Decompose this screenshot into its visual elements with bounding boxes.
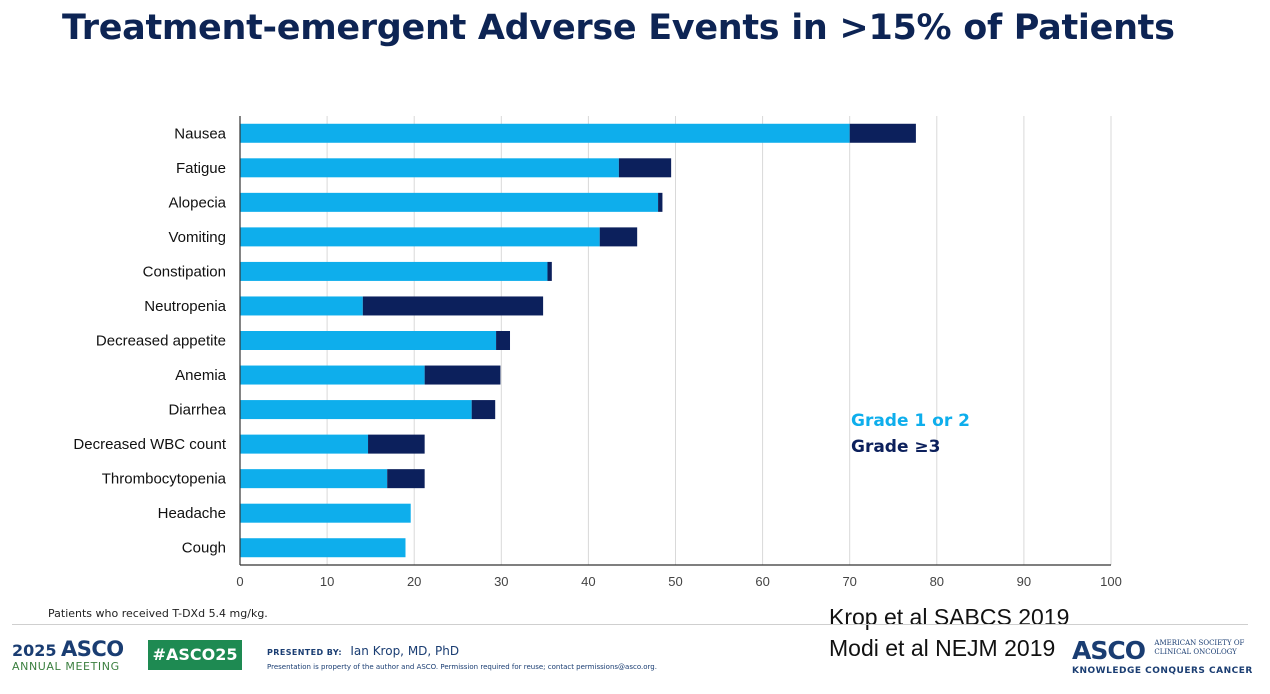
bar-fatigue-grade-3-plus — [618, 158, 672, 178]
legend-grade-3-plus: Grade ≥3 — [851, 437, 941, 457]
meeting-subtitle: ANNUAL MEETING — [12, 660, 120, 673]
bar-constipation-grade-1-2 — [240, 261, 548, 281]
x-tick-labels: 0 10 20 30 40 50 60 70 80 90 100 — [236, 574, 1121, 589]
bar-neutropenia-grade-3-plus — [362, 296, 544, 316]
category-label-headache: Headache — [158, 505, 226, 522]
slide-title: Treatment-emergent Adverse Events in >15… — [62, 8, 1175, 48]
x-tick-100: 100 — [1100, 574, 1122, 589]
x-tick-50: 50 — [668, 574, 682, 589]
reference-1: Krop et al SABCS 2019 — [829, 604, 1070, 630]
category-label-constipation: Constipation — [143, 263, 226, 280]
org-tagline: KNOWLEDGE CONQUERS CANCER — [1072, 666, 1253, 676]
category-label-anemia: Anemia — [175, 367, 227, 384]
category-label-fatigue: Fatigue — [176, 160, 226, 177]
bar-alopecia-grade-3-plus — [658, 192, 663, 212]
bar-nausea-grade-1-2 — [240, 123, 850, 143]
meeting-name: ASCO — [60, 637, 124, 661]
category-label-diarrhea: Diarrhea — [168, 402, 226, 419]
category-labels: Nausea Fatigue Alopecia Vomiting Constipatio… — [73, 125, 226, 556]
bar-vomiting-grade-3-plus — [599, 227, 638, 247]
x-tick-40: 40 — [581, 574, 595, 589]
disclaimer: Presentation is property of the author a… — [267, 663, 657, 671]
bar-diarrhea-grade-3-plus — [471, 400, 496, 420]
references: Krop et al SABCS 2019 Modi et al NEJM 20… — [829, 602, 1069, 664]
footnote: Patients who received T-DXd 5.4 mg/kg. — [48, 607, 268, 620]
bar-alopecia-grade-1-2 — [240, 192, 659, 212]
category-label-neutropenia: Neutropenia — [144, 298, 226, 315]
bar-decreased-wbc-count-grade-1-2 — [240, 434, 369, 454]
bar-vomiting-grade-1-2 — [240, 227, 600, 247]
bar-cough-grade-1-2 — [240, 538, 406, 558]
bar-neutropenia-grade-1-2 — [240, 296, 363, 316]
presented-by-label: PRESENTED BY: — [267, 648, 342, 657]
bar-headache-grade-1-2 — [240, 503, 411, 523]
bar-anemia-grade-3-plus — [424, 365, 501, 385]
x-tick-70: 70 — [842, 574, 856, 589]
presenter-name: Ian Krop, MD, PhD — [350, 644, 460, 658]
asco-annual-meeting-logo: 2025 ASCO ANNUAL MEETING — [12, 637, 124, 673]
x-tick-0: 0 — [236, 574, 243, 589]
category-label-alopecia: Alopecia — [168, 194, 226, 211]
category-label-nausea: Nausea — [174, 125, 226, 142]
legend-grade-1-2: Grade 1 or 2 — [851, 411, 970, 431]
bar-anemia-grade-1-2 — [240, 365, 425, 385]
x-tick-10: 10 — [320, 574, 334, 589]
org-name: AMERICAN SOCIETY OF CLINICAL ONCOLOGY — [1154, 639, 1244, 657]
adverse-events-chart: Nausea Fatigue Alopecia Vomiting Constipatio… — [73, 116, 1122, 589]
x-tick-20: 20 — [407, 574, 421, 589]
bar-thrombocytopenia-grade-3-plus — [387, 469, 425, 489]
bar-decreased-appetite-grade-3-plus — [496, 331, 511, 350]
bar-diarrhea-grade-1-2 — [240, 400, 472, 420]
bar-decreased-appetite-grade-1-2 — [240, 331, 497, 350]
category-label-cough: Cough — [182, 540, 226, 557]
org-name-line1: AMERICAN SOCIETY OF — [1154, 639, 1245, 647]
x-tick-60: 60 — [755, 574, 769, 589]
bar-fatigue-grade-1-2 — [240, 158, 619, 178]
asco-society-logo: ASCO AMERICAN SOCIETY OF CLINICAL ONCOLO… — [1072, 636, 1253, 676]
x-tick-80: 80 — [930, 574, 944, 589]
meeting-year: 2025 — [12, 641, 57, 660]
org-name-line2: CLINICAL ONCOLOGY — [1154, 648, 1237, 656]
org-mark: ASCO — [1072, 636, 1146, 665]
category-label-decreased-wbc-count: Decreased WBC count — [73, 436, 226, 453]
bar-constipation-grade-3-plus — [547, 261, 552, 281]
category-label-thrombocytopenia: Thrombocytopenia — [102, 471, 227, 488]
hashtag-badge: #ASCO25 — [148, 640, 242, 670]
bars — [240, 123, 916, 558]
x-tick-90: 90 — [1017, 574, 1031, 589]
bar-thrombocytopenia-grade-1-2 — [240, 469, 388, 489]
category-label-vomiting: Vomiting — [168, 229, 226, 246]
bar-decreased-wbc-count-grade-3-plus — [368, 434, 425, 454]
bar-nausea-grade-3-plus — [849, 123, 916, 143]
reference-2: Modi et al NEJM 2019 — [829, 635, 1056, 661]
footer-divider — [12, 624, 1248, 625]
presented-by: PRESENTED BY: Ian Krop, MD, PhD — [267, 642, 459, 660]
category-label-decreased-appetite: Decreased appetite — [96, 333, 226, 350]
x-tick-30: 30 — [494, 574, 508, 589]
axes — [239, 116, 1111, 566]
